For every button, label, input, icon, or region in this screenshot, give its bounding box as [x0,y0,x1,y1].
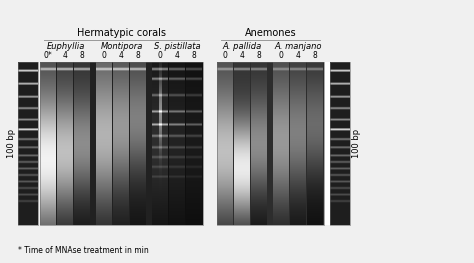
Text: 0: 0 [101,51,107,60]
Text: 8: 8 [256,51,261,60]
Text: 0*: 0* [44,51,52,60]
Text: Hermatypic corals: Hermatypic corals [77,28,166,38]
Bar [217,62,324,225]
Text: 8: 8 [313,51,318,60]
Text: 4: 4 [296,51,301,60]
Text: Euphyllia: Euphyllia [46,42,85,51]
Text: 0: 0 [157,51,163,60]
Text: 8: 8 [80,51,84,60]
Text: 0: 0 [279,51,283,60]
Bar [0,225,474,263]
Text: 100 bp: 100 bp [7,129,16,158]
Bar [330,62,350,225]
Bar [203,62,217,225]
Text: A. manjano: A. manjano [275,42,322,51]
Bar [350,0,474,263]
Text: 4: 4 [239,51,245,60]
Text: 8: 8 [191,51,196,60]
Text: Anemones: Anemones [245,28,296,38]
Text: * Time of MNAse treatment in min: * Time of MNAse treatment in min [18,246,149,255]
Bar [0,0,18,263]
Text: 0: 0 [223,51,228,60]
Text: 4: 4 [63,51,67,60]
Text: 4: 4 [118,51,123,60]
Text: 4: 4 [174,51,180,60]
Bar [38,62,40,225]
Text: A. pallida: A. pallida [223,42,262,51]
Bar [0,0,474,62]
Text: 100 bp: 100 bp [352,129,361,158]
Bar [40,62,203,225]
Text: S. pistillata: S. pistillata [154,42,201,51]
Text: Montipora: Montipora [100,42,143,51]
Text: 8: 8 [136,51,140,60]
Bar [18,62,38,225]
